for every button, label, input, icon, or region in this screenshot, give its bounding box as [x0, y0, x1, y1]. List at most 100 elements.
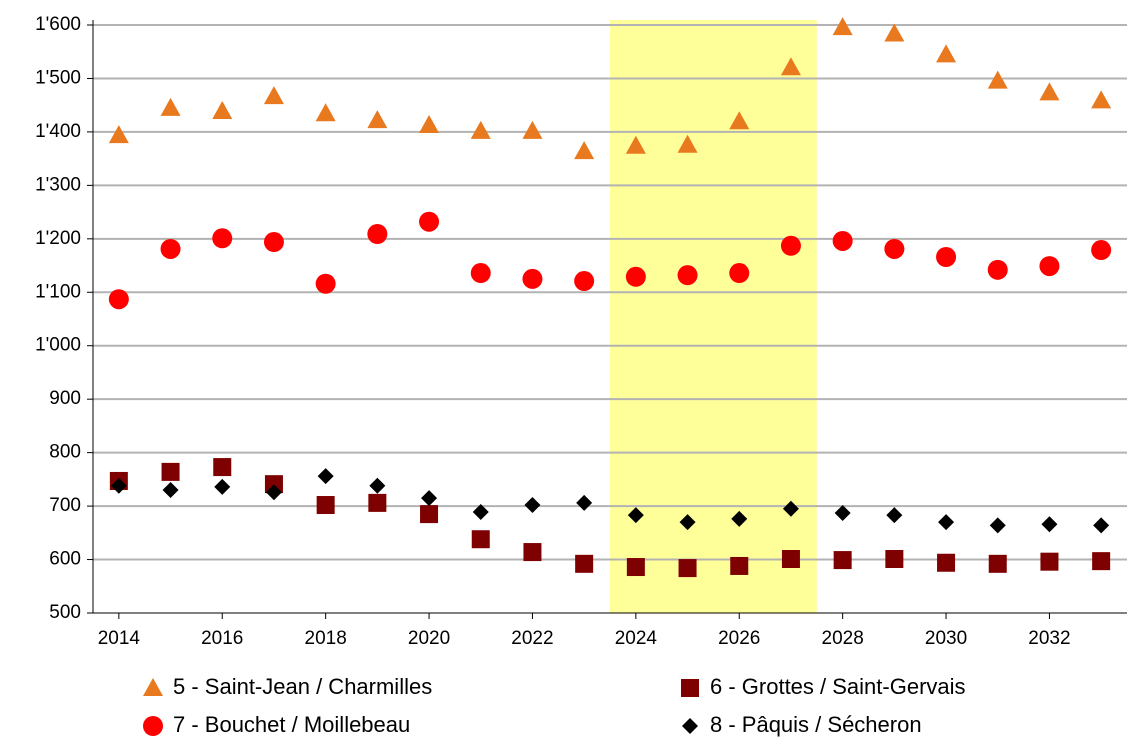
point	[263, 232, 284, 253]
point	[938, 514, 955, 531]
point	[108, 289, 129, 310]
legend-label: 6 - Grottes / Saint-Gervais	[710, 674, 966, 699]
y-tick-label: 1'100	[35, 281, 81, 302]
x-tick-label: 2026	[718, 628, 760, 649]
point	[574, 271, 595, 292]
point	[886, 507, 903, 524]
point	[936, 44, 957, 63]
point	[1091, 90, 1112, 109]
point	[885, 550, 904, 569]
point	[419, 114, 440, 133]
point	[160, 97, 181, 116]
y-tick-label: 500	[49, 602, 81, 623]
point	[729, 263, 750, 284]
point	[988, 554, 1007, 573]
point	[781, 550, 800, 569]
x-tick-label: 2020	[408, 628, 450, 649]
point	[576, 494, 593, 511]
y-tick-label: 600	[49, 549, 81, 570]
point	[1039, 82, 1060, 101]
point	[263, 86, 284, 105]
point	[833, 551, 852, 570]
legend-label: 8 - Pâquis / Sécheron	[710, 712, 922, 737]
point	[369, 477, 386, 494]
point	[729, 111, 750, 130]
point	[780, 57, 801, 76]
point	[367, 110, 388, 129]
y-tick-label: 1'300	[35, 174, 81, 195]
x-tick-label: 2024	[615, 628, 658, 649]
legend-marker	[682, 718, 698, 734]
point	[524, 497, 541, 514]
legend-marker	[143, 716, 163, 736]
y-tick-label: 900	[49, 388, 81, 409]
point	[315, 103, 336, 122]
point	[625, 266, 646, 287]
point	[1093, 517, 1110, 534]
point	[782, 500, 799, 517]
point	[212, 228, 233, 249]
point	[730, 556, 749, 575]
point	[162, 482, 179, 499]
x-tick-label: 2014	[98, 628, 141, 649]
point	[472, 503, 489, 520]
y-tick-label: 800	[49, 442, 81, 463]
point	[780, 235, 801, 256]
point	[832, 17, 853, 36]
x-tick-label: 2032	[1028, 628, 1070, 649]
point	[470, 263, 491, 284]
x-tick-label: 2028	[822, 628, 864, 649]
point	[522, 120, 543, 139]
point	[214, 478, 231, 495]
point	[677, 265, 698, 286]
point	[522, 268, 543, 289]
point	[884, 23, 905, 42]
point	[108, 125, 129, 144]
y-tick-label: 1'500	[35, 67, 81, 88]
point	[987, 259, 1008, 280]
point	[212, 101, 233, 120]
point	[626, 558, 645, 577]
point	[316, 496, 335, 515]
point	[936, 246, 957, 267]
highlight-band	[610, 20, 817, 613]
point	[625, 135, 646, 154]
point	[574, 141, 595, 160]
point	[419, 211, 440, 232]
point	[832, 230, 853, 251]
point	[884, 238, 905, 259]
point	[731, 510, 748, 527]
point	[161, 462, 180, 481]
point	[1041, 516, 1058, 533]
point	[421, 490, 438, 507]
point	[834, 505, 851, 522]
point	[470, 120, 491, 139]
point	[368, 493, 387, 512]
point	[110, 477, 127, 494]
x-tick-label: 2018	[305, 628, 347, 649]
point	[678, 559, 697, 578]
point	[1040, 552, 1059, 571]
point	[265, 484, 282, 501]
point	[160, 238, 181, 259]
point	[471, 530, 490, 549]
point	[989, 517, 1006, 534]
legend-marker	[681, 679, 699, 697]
point	[1039, 256, 1060, 277]
point	[213, 458, 232, 477]
point	[420, 505, 439, 524]
point	[937, 553, 956, 572]
point	[987, 70, 1008, 89]
y-tick-label: 700	[49, 495, 81, 516]
y-tick-label: 1'400	[35, 121, 81, 142]
point	[627, 507, 644, 524]
x-tick-label: 2016	[201, 628, 243, 649]
point	[679, 514, 696, 531]
x-tick-label: 2030	[925, 628, 967, 649]
y-tick-label: 1'200	[35, 228, 81, 249]
y-tick-label: 1'600	[35, 14, 81, 35]
point	[1092, 552, 1111, 571]
point	[264, 475, 283, 494]
legend-label: 7 - Bouchet / Moillebeau	[173, 712, 410, 737]
